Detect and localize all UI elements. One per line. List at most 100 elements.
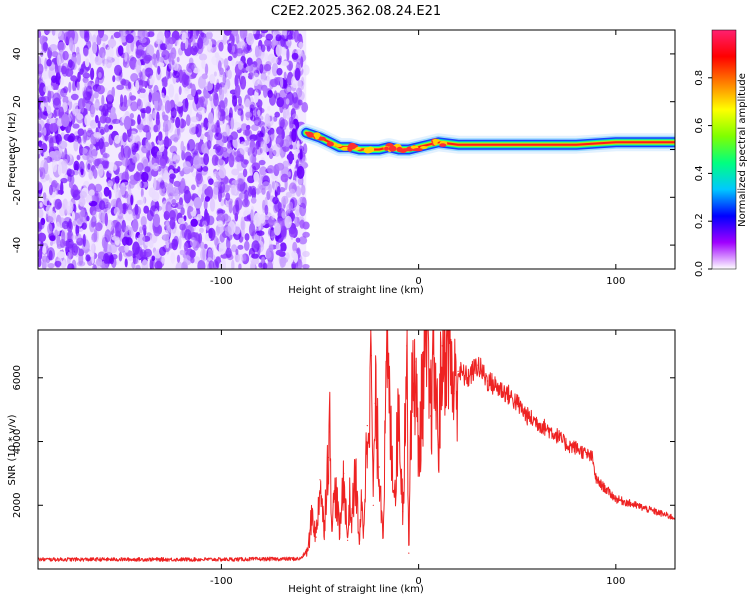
snr-data-point [536,421,538,423]
snr-data-point [394,488,396,490]
noise-blob [239,30,248,40]
noise-blob [130,73,139,82]
noise-blob [206,31,213,40]
figure-title: C2E2.2025.362.08.24.E21 [271,4,441,19]
noise-blob [114,175,120,184]
noise-blob [293,30,300,43]
snr-data-point [311,511,313,513]
noise-blob [178,86,182,95]
noise-blob [136,123,145,130]
noise-blob [57,41,66,52]
x-tick-label: -100 [210,576,233,587]
noise-blob [195,30,200,37]
noise-blob [73,189,81,195]
noise-blob [84,30,90,39]
noise-blob [228,154,235,168]
noise-blob [280,76,284,89]
noise-blob [97,120,101,129]
noise-blob [206,139,212,150]
noise-blob [197,107,206,115]
noise-blob [45,216,54,223]
noise-blob [140,171,149,182]
noise-blob [161,104,165,112]
noise-blob [223,85,229,98]
noise-blob [123,145,131,159]
noise-blob [272,38,277,46]
noise-blob [67,30,75,42]
noise-blob [85,254,91,262]
noise-blob [226,124,231,137]
noise-blob [42,239,49,247]
noise-blob [51,159,58,173]
snr-data-point [565,444,568,446]
noise-blob [291,52,299,60]
noise-blob [212,259,219,269]
snr-data-point [414,361,416,363]
noise-blob [85,194,93,204]
noise-blob [62,96,69,105]
noise-blob [209,74,216,84]
noise-blob [121,202,129,210]
noise-blob [121,181,130,188]
noise-blob [170,47,177,60]
noise-blob [227,55,233,62]
noise-blob [143,205,150,214]
noise-blob [264,52,269,61]
noise-blob [38,182,43,194]
noise-blob [92,264,97,269]
noise-blob [247,87,255,96]
noise-blob [199,227,204,234]
noise-blob [76,52,81,66]
noise-blob [240,41,246,48]
noise-blob [48,207,53,217]
noise-blob [232,95,238,107]
noise-blob [95,258,103,267]
noise-blob [57,189,64,195]
noise-blob [38,119,45,134]
noise-blob [280,60,289,67]
noise-blob [281,195,289,205]
track-blob [439,143,447,147]
noise-blob [203,153,210,166]
noise-blob [171,228,180,240]
noise-blob [282,107,288,120]
noise-blob [176,254,181,263]
noise-blob [174,93,179,105]
noise-blob [101,136,105,144]
snr-data-point [467,377,469,379]
snr-data-point [370,354,372,357]
spectrogram-noise-region [38,30,310,269]
noise-blob [273,30,280,36]
noise-blob [140,71,144,86]
noise-blob [66,201,74,213]
noise-blob [222,33,227,46]
noise-blob [67,263,75,269]
noise-blob [63,158,68,166]
noise-blob [142,224,147,232]
noise-blob [194,91,199,105]
noise-blob [239,141,247,155]
noise-blob [234,212,239,222]
noise-blob [132,218,139,233]
noise-blob [218,166,227,179]
noise-blob [94,55,103,66]
noise-blob [240,216,245,230]
noise-blob [275,249,284,256]
noise-blob [121,157,130,167]
snr-data-point [307,549,309,551]
noise-blob [82,133,87,144]
noise-blob [277,201,282,211]
noise-blob [130,101,139,112]
noise-blob [42,245,47,255]
noise-blob [158,131,163,142]
noise-blob [169,210,176,221]
noise-blob [51,51,59,58]
noise-blob [268,148,273,154]
snr-data-point [386,351,388,353]
noise-blob [75,233,82,242]
noise-blob [98,200,106,211]
noise-blob [88,47,93,59]
noise-blob [173,137,179,143]
noise-blob [159,246,166,256]
noise-blob [137,114,141,126]
